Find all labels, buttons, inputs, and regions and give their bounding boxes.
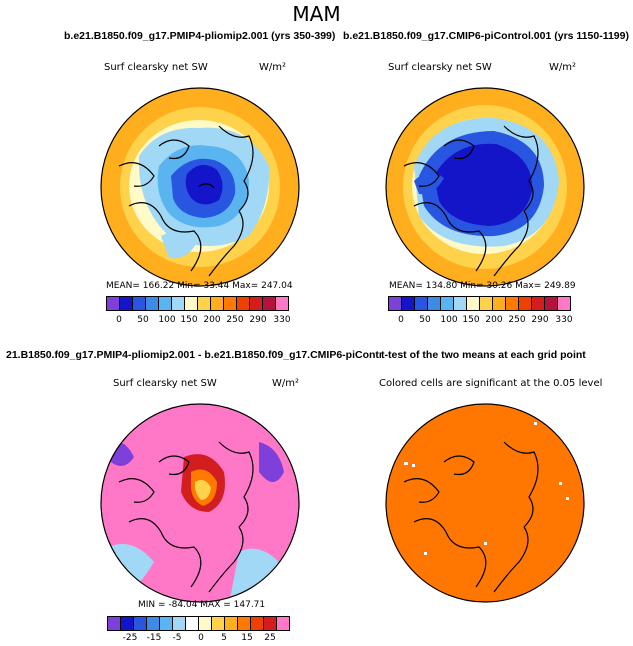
panel2-tick-3: 150 <box>462 315 480 325</box>
panel2-tick-7: 330 <box>555 315 573 325</box>
panel2-colorbar-swatch-10 <box>519 297 532 310</box>
panel3-colorbar-swatch-1 <box>121 617 134 630</box>
panel1-colorbar-swatch-3 <box>146 297 159 310</box>
panel2-colorbar-swatch-2 <box>415 297 428 310</box>
panel1-tick-0: 0 <box>116 315 122 325</box>
panel3-colorbar-swatch-5 <box>173 617 186 630</box>
panel3-case-title: 21.B1850.f09_g17.PMIP4-pliomip2.001 - b.… <box>6 349 413 361</box>
panel1-var-label: Surf clearsky net SW <box>104 62 208 73</box>
panel2-colorbar-swatch-4 <box>441 297 454 310</box>
panel2-var-label: Surf clearsky net SW <box>388 62 492 73</box>
panel3-colorbar-swatch-10 <box>238 617 251 630</box>
panel2-colorbar-swatch-8 <box>493 297 506 310</box>
panel3-colorbar-swatch-13 <box>277 617 289 630</box>
panel1-colorbar-swatch-4 <box>159 297 172 310</box>
panel1-tick-6: 290 <box>249 315 267 325</box>
panel2-colorbar-swatch-0 <box>389 297 402 310</box>
panel1-tick-5: 250 <box>226 315 244 325</box>
panel2-tick-6: 290 <box>531 315 549 325</box>
panel1-tick-3: 150 <box>180 315 198 325</box>
panel3-tick-5: 15 <box>241 633 253 643</box>
panel2-polar-map <box>385 87 585 287</box>
panel3-colorbar-swatch-7 <box>199 617 212 630</box>
panel3-polar-map <box>100 403 300 603</box>
panel3-tick-1: -15 <box>146 633 162 643</box>
panel1-polar-map <box>100 87 300 287</box>
panel2-tick-1: 50 <box>419 315 431 325</box>
panel1-colorbar-swatch-0 <box>107 297 120 310</box>
panel4-polar-map <box>385 403 585 603</box>
panel1-colorbar-swatch-6 <box>185 297 198 310</box>
panel1-case-title: b.e21.B1850.f09_g17.PMIP4-pliomip2.001 (… <box>64 30 336 42</box>
panel1-colorbar-swatch-7 <box>198 297 211 310</box>
panel2-colorbar-swatch-7 <box>480 297 493 310</box>
panel3-colorbar-swatch-9 <box>225 617 238 630</box>
panel2-colorbar-swatch-1 <box>402 297 415 310</box>
figure-title: MAM <box>292 2 341 26</box>
panel1-colorbar-swatch-13 <box>276 297 288 310</box>
panel4-case-title: t-test of the two means at each grid poi… <box>381 349 586 361</box>
panel1-colorbar-swatch-1 <box>120 297 133 310</box>
panel3-colorbar-swatch-12 <box>264 617 277 630</box>
panel4-var-label: Colored cells are significant at the 0.0… <box>379 378 603 389</box>
panel2-colorbar-swatch-9 <box>506 297 519 310</box>
panel3-colorbar-swatch-3 <box>147 617 160 630</box>
panel2-colorbar-swatch-6 <box>467 297 480 310</box>
panel1-colorbar-swatch-10 <box>237 297 250 310</box>
panel3-units: W/m² <box>272 378 300 389</box>
panel1-colorbar-swatch-2 <box>133 297 146 310</box>
panel2-colorbar-swatch-13 <box>558 297 570 310</box>
panel2-units: W/m² <box>549 62 577 73</box>
panel2-tick-4: 200 <box>485 315 503 325</box>
panel3-tick-2: -5 <box>172 633 182 643</box>
panel3-tick-4: 5 <box>221 633 227 643</box>
panel1-colorbar-swatch-11 <box>250 297 263 310</box>
panel1-units: W/m² <box>259 62 287 73</box>
panel3-tick-0: -25 <box>122 633 138 643</box>
panel1-tick-2: 100 <box>158 315 176 325</box>
panel3-colorbar <box>107 616 290 631</box>
panel3-colorbar-swatch-4 <box>160 617 173 630</box>
panel2-colorbar-swatch-12 <box>545 297 558 310</box>
panel1-stats: MEAN= 166.22 Min= 33.44 Max= 247.04 <box>106 281 293 291</box>
panel3-colorbar-swatch-0 <box>108 617 121 630</box>
panel3-colorbar-swatch-11 <box>251 617 264 630</box>
panel2-colorbar <box>388 296 571 311</box>
panel2-colorbar-swatch-5 <box>454 297 467 310</box>
panel2-tick-5: 250 <box>508 315 526 325</box>
panel1-tick-7: 330 <box>273 315 291 325</box>
panel1-tick-1: 50 <box>137 315 149 325</box>
panel1-colorbar <box>106 296 289 311</box>
panel3-colorbar-swatch-6 <box>186 617 199 630</box>
panel3-colorbar-swatch-8 <box>212 617 225 630</box>
panel2-tick-0: 0 <box>398 315 404 325</box>
panel2-case-title: b.e21.B1850.f09_g17.CMIP6-piControl.001 … <box>343 30 629 42</box>
panel2-tick-2: 100 <box>440 315 458 325</box>
panel1-colorbar-swatch-5 <box>172 297 185 310</box>
panel2-colorbar-swatch-11 <box>532 297 545 310</box>
panel2-colorbar-swatch-3 <box>428 297 441 310</box>
panel1-colorbar-swatch-8 <box>211 297 224 310</box>
panel1-colorbar-swatch-9 <box>224 297 237 310</box>
panel3-tick-6: 25 <box>264 633 276 643</box>
panel3-colorbar-swatch-2 <box>134 617 147 630</box>
panel1-colorbar-swatch-12 <box>263 297 276 310</box>
panel3-var-label: Surf clearsky net SW <box>113 378 217 389</box>
panel1-tick-4: 200 <box>203 315 221 325</box>
panel2-stats: MEAN= 134.80 Min= 30.26 Max= 249.89 <box>389 281 576 291</box>
panel3-stats: MIN = -84.04 MAX = 147.71 <box>138 600 266 610</box>
panel3-tick-3: 0 <box>198 633 204 643</box>
